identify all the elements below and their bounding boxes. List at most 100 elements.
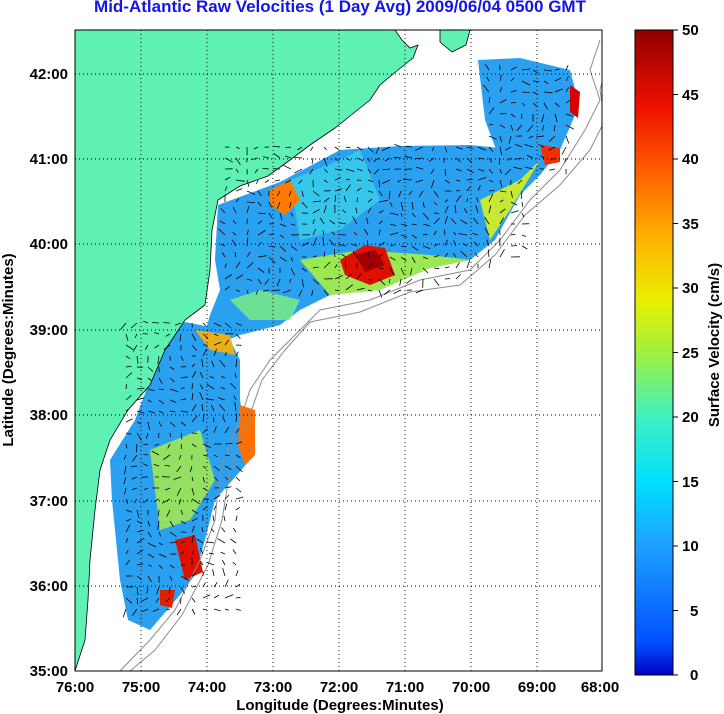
velocity-arrow (290, 256, 294, 262)
velocity-arrow (231, 239, 237, 247)
velocity-arrow (460, 219, 468, 225)
velocity-arrow (487, 249, 490, 258)
y-tick-label: 42:00 (30, 66, 68, 83)
velocity-arrow (224, 426, 230, 434)
velocity-arrow (422, 233, 428, 236)
velocity-arrow (213, 581, 218, 588)
velocity-arrow (356, 273, 362, 280)
velocity-arrow (460, 250, 468, 258)
velocity-arrow (521, 68, 531, 71)
colorbar-tick-label: 35 (682, 216, 699, 233)
velocity-arrow (211, 360, 215, 368)
y-axis-title: Latitude (Degrees:Minutes) (0, 253, 17, 446)
velocity-arrow (224, 594, 234, 599)
velocity-arrow (158, 531, 162, 537)
velocity-arrow (548, 135, 556, 142)
velocity-arrow (393, 156, 402, 159)
velocity-arrow (246, 289, 249, 295)
velocity-arrow (345, 284, 354, 291)
x-tick-label: 74:00 (188, 679, 226, 696)
velocity-arrow (378, 241, 385, 247)
velocity-arrow (353, 232, 358, 236)
velocity-arrow (510, 90, 517, 93)
velocity-arrow (224, 157, 234, 163)
velocity-arrow (230, 538, 237, 544)
velocity-arrow (458, 233, 468, 236)
velocity-arrow (521, 113, 523, 119)
velocity-arrow (329, 219, 336, 225)
colorbar-tick-label: 15 (682, 474, 699, 491)
velocity-arrow (235, 515, 238, 522)
colorbar-title: Surface Velocity (cm/s) (706, 263, 723, 427)
velocity-arrow (169, 410, 176, 413)
velocity-arrow (543, 91, 553, 94)
velocity-arrow (322, 237, 325, 247)
velocity-arrow (334, 157, 339, 162)
velocity-arrow (466, 146, 473, 149)
velocity-arrow (180, 586, 186, 594)
velocity-arrow (331, 231, 336, 236)
velocity-arrow (334, 177, 342, 181)
velocity-arrow (246, 251, 251, 258)
velocity-arrow (443, 157, 446, 163)
velocity-arrow (378, 199, 388, 203)
velocity-arrow (180, 575, 189, 581)
velocity-arrow (213, 341, 222, 346)
velocity-arrow (142, 463, 149, 467)
velocity-arrow (399, 278, 402, 286)
velocity-arrow (235, 583, 241, 588)
velocity-arrow (411, 223, 417, 226)
velocity-arrow (351, 243, 358, 247)
velocity-arrow (255, 289, 259, 295)
velocity-arrow (339, 222, 347, 225)
velocity-arrow (312, 278, 320, 285)
velocity-arrow (196, 538, 204, 544)
velocity-arrow (246, 201, 256, 203)
velocity-arrow (191, 487, 195, 496)
velocity-arrow (433, 243, 439, 247)
velocity-arrow (206, 383, 215, 390)
velocity-arrow (444, 179, 450, 184)
velocity-arrow (234, 402, 237, 412)
velocity-arrow (163, 344, 171, 350)
velocity-arrow (180, 432, 183, 440)
velocity-arrow (514, 143, 523, 148)
velocity-arrow (224, 465, 232, 471)
velocity-arrow (334, 146, 339, 150)
velocity-arrow (463, 208, 468, 214)
velocity-arrow (528, 135, 534, 139)
velocity-arrow (235, 188, 243, 192)
velocity-arrow (444, 278, 451, 280)
velocity-arrow (221, 559, 226, 566)
velocity-arrow (301, 190, 304, 197)
velocity-arrow (221, 527, 226, 533)
velocity-arrow (342, 209, 347, 214)
velocity-arrow (279, 256, 288, 262)
velocity-arrow (157, 355, 160, 365)
velocity-arrow (543, 69, 552, 72)
velocity-arrow (274, 179, 281, 182)
velocity-arrow (276, 201, 281, 210)
velocity-arrow (322, 230, 325, 236)
velocity-arrow (191, 371, 197, 379)
velocity-arrow (433, 278, 440, 286)
velocity-vectors (120, 63, 575, 618)
velocity-arrow (178, 454, 182, 460)
x-tick-labels: 76:00 75:00 74:00 73:00 72:00 71:00 70:0… (56, 679, 619, 696)
velocity-arrow (433, 201, 438, 206)
velocity-arrow (224, 486, 232, 489)
velocity-arrow (430, 179, 435, 189)
velocity-arrow (136, 387, 145, 390)
velocity-arrow (485, 63, 490, 71)
velocity-arrow (158, 377, 163, 384)
velocity-arrow (284, 155, 292, 159)
velocity-arrow (191, 404, 197, 412)
velocity-arrow (268, 245, 276, 248)
velocity-arrow (191, 392, 194, 401)
velocity-arrow (191, 608, 196, 615)
velocity-arrow (191, 509, 199, 515)
velocity-arrow (147, 366, 154, 372)
velocity-arrow (484, 227, 490, 236)
velocity-arrow (367, 289, 373, 292)
velocity-arrow (345, 184, 351, 192)
